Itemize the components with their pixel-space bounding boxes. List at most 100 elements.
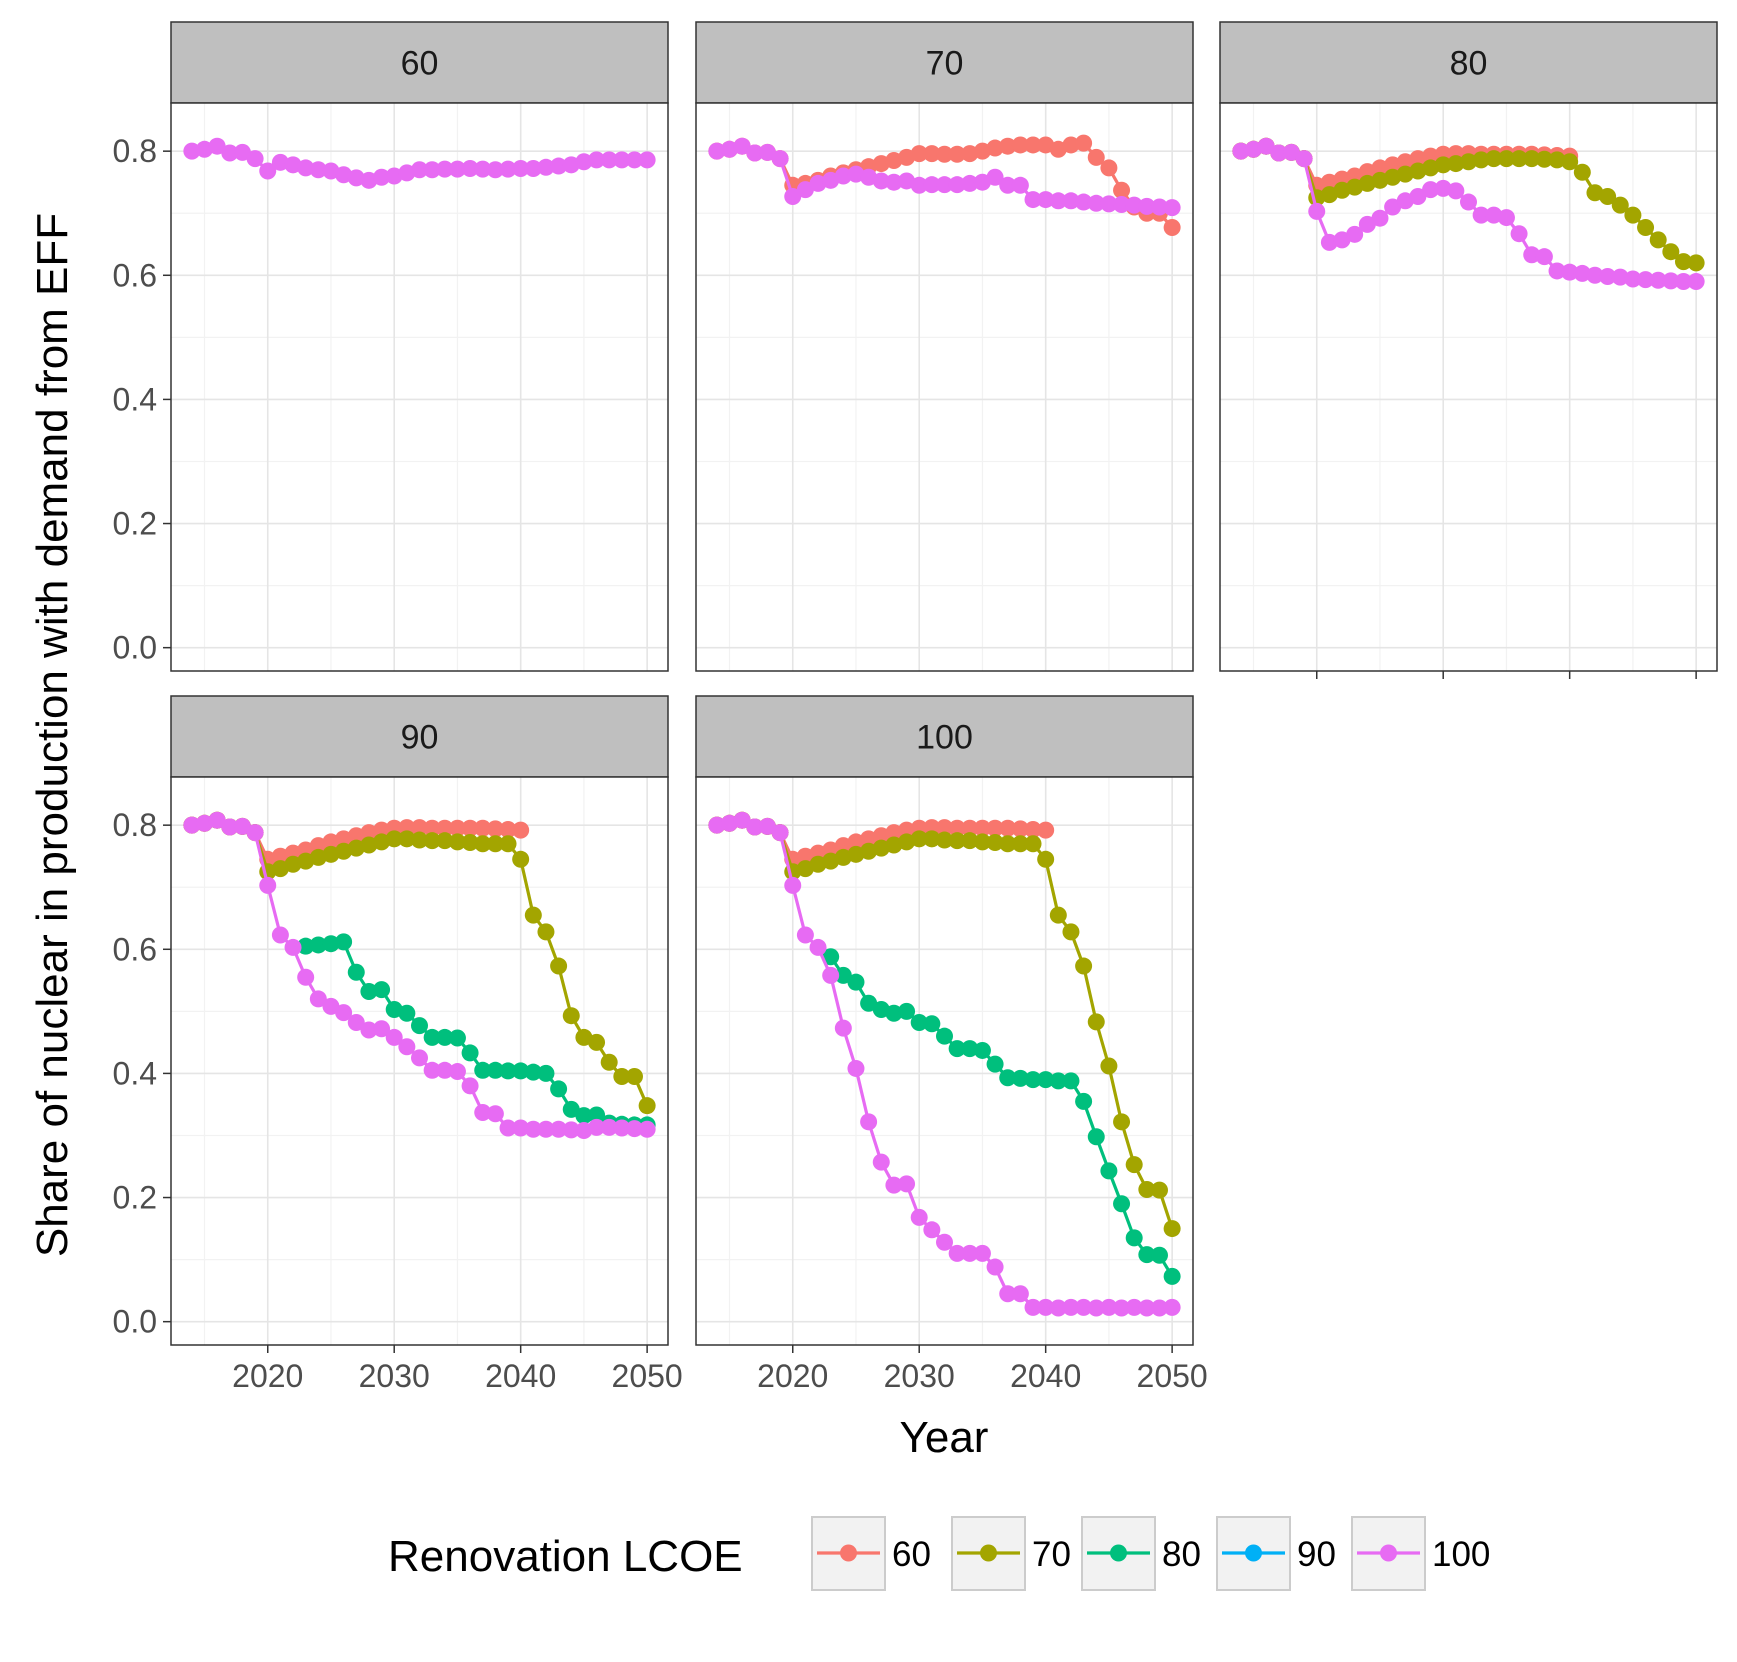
data-point: [246, 824, 264, 842]
data-point: [1125, 1298, 1143, 1316]
data-point: [1075, 957, 1093, 975]
data-point: [613, 1068, 631, 1086]
data-point: [550, 1120, 568, 1138]
data-point: [638, 1097, 656, 1115]
data-point: [499, 821, 517, 839]
data-point: [1150, 1181, 1168, 1199]
data-point: [1062, 1298, 1080, 1316]
panel-100: 100: [695, 695, 1194, 1346]
data-point: [524, 1120, 542, 1138]
data-point: [461, 160, 479, 178]
y-axis-title: Share of nuclear in production with dema…: [28, 213, 77, 1257]
legend: Renovation LCOE 60 70 80 90 100: [388, 1516, 1490, 1591]
data-point: [1371, 209, 1389, 227]
data-point: [1308, 202, 1326, 220]
data-point: [1087, 1128, 1105, 1146]
data-point: [1125, 1156, 1143, 1174]
data-point: [486, 161, 504, 179]
x-tick-label: 2020: [232, 1358, 303, 1394]
data-point: [809, 938, 827, 956]
data-point: [973, 833, 991, 851]
data-point: [708, 816, 726, 834]
data-point: [423, 832, 441, 850]
data-point: [1100, 1057, 1118, 1075]
data-point: [822, 966, 840, 984]
data-point: [1409, 150, 1427, 168]
data-point: [910, 830, 928, 848]
legend-key-point: [1245, 1544, 1262, 1562]
panel-border: [1219, 102, 1718, 672]
data-point: [923, 145, 941, 163]
strip-label: 60: [401, 45, 439, 83]
data-point: [872, 172, 890, 190]
strip-background: [170, 21, 669, 104]
data-point: [423, 1028, 441, 1046]
data-point: [1062, 192, 1080, 210]
y-tick-label: 0.0: [113, 1304, 157, 1340]
data-point: [512, 850, 530, 868]
data-point: [986, 1258, 1004, 1276]
data-point: [1100, 195, 1118, 213]
data-point: [271, 926, 289, 944]
data-point: [1346, 225, 1364, 243]
strip-background: [1219, 21, 1718, 104]
legend-label: 80: [1162, 1535, 1201, 1574]
series-70: [708, 811, 1181, 1238]
data-point: [562, 1121, 580, 1139]
data-point: [1637, 271, 1655, 289]
x-tick-label: 2050: [612, 1358, 683, 1394]
data-point: [961, 1040, 979, 1058]
data-point: [411, 819, 428, 837]
data-point: [948, 1244, 966, 1262]
data-point: [1384, 198, 1402, 216]
data-point: [1163, 199, 1181, 217]
legend-key-60: 60: [811, 1516, 931, 1591]
data-point: [834, 1019, 852, 1037]
data-point: [512, 160, 530, 178]
data-point: [550, 1080, 568, 1098]
data-point: [1024, 191, 1042, 209]
data-point: [1087, 1013, 1105, 1031]
data-point: [537, 158, 555, 176]
data-point: [973, 1041, 991, 1059]
strip-label: 100: [916, 719, 973, 757]
data-point: [898, 821, 916, 839]
data-point: [1523, 150, 1541, 168]
x-tick-label: 2020: [757, 1358, 828, 1394]
data-point: [1333, 231, 1351, 249]
data-point: [1011, 820, 1029, 838]
data-point: [1075, 193, 1093, 211]
data-point: [297, 968, 315, 986]
data-point: [1320, 233, 1338, 251]
data-point: [758, 143, 776, 161]
data-point: [1113, 1195, 1131, 1213]
series-100: [1232, 137, 1705, 290]
data-point: [284, 938, 302, 956]
data-point: [1100, 1162, 1118, 1180]
data-point: [923, 1015, 941, 1033]
data-point: [1687, 272, 1705, 290]
data-point: [474, 835, 492, 853]
data-point: [986, 819, 1004, 837]
data-point: [999, 835, 1017, 853]
data-point: [322, 997, 340, 1015]
data-point: [309, 161, 327, 179]
data-point: [588, 151, 606, 169]
data-point: [999, 137, 1017, 155]
data-point: [1024, 1298, 1042, 1316]
y-tick-label: 0.6: [113, 257, 157, 293]
data-point: [910, 1208, 928, 1226]
data-point: [961, 819, 979, 837]
data-point: [335, 1004, 353, 1022]
data-point: [961, 832, 979, 850]
legend-key-point: [1380, 1544, 1397, 1562]
data-point: [411, 1049, 428, 1067]
data-point: [961, 145, 979, 163]
data-point: [575, 153, 593, 171]
data-point: [1649, 271, 1667, 289]
data-point: [411, 161, 428, 179]
data-point: [1011, 835, 1029, 853]
data-point: [948, 832, 966, 850]
data-point: [309, 936, 327, 954]
